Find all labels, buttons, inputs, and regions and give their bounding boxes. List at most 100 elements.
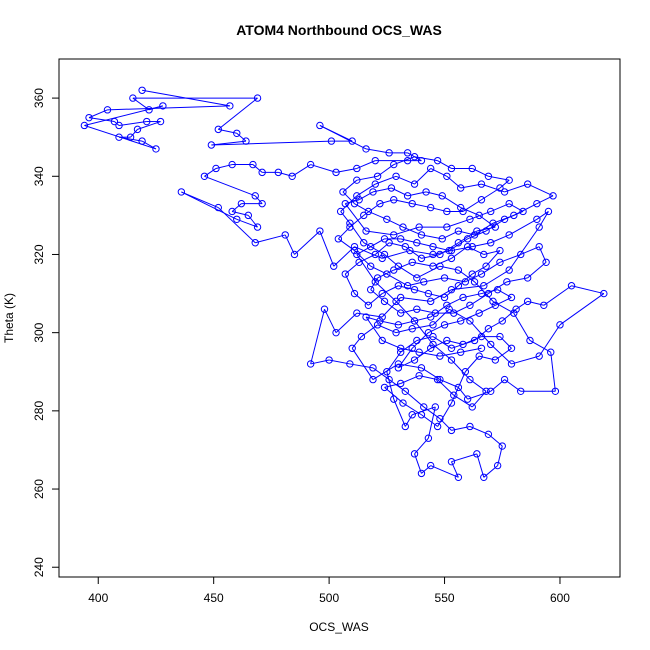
- data-point: [408, 344, 416, 352]
- data-point: [447, 164, 456, 173]
- data-point: [457, 348, 465, 356]
- data-point: [473, 450, 481, 458]
- data-point: [447, 426, 456, 435]
- data-point: [364, 207, 373, 216]
- data-point: [450, 309, 458, 317]
- data-point: [489, 219, 497, 227]
- data-point: [422, 188, 430, 196]
- series-line-segment: [432, 344, 452, 361]
- data-point: [390, 231, 398, 239]
- series-line-segment: [319, 230, 335, 267]
- data-point: [410, 285, 419, 294]
- data-point: [477, 344, 486, 352]
- data-point: [251, 239, 259, 247]
- data-point: [396, 293, 405, 302]
- data-point: [496, 332, 504, 341]
- data-point: [353, 176, 361, 184]
- data-point: [475, 352, 483, 360]
- series-line-segment: [310, 164, 337, 173]
- data-point: [355, 258, 363, 266]
- data-point: [535, 352, 543, 360]
- series-line-segment: [430, 289, 452, 302]
- data-point: [466, 375, 474, 384]
- data-point: [346, 223, 354, 231]
- data-point: [447, 344, 456, 352]
- data-point: [436, 352, 444, 360]
- y-tick-label: 300: [32, 322, 46, 342]
- data-point: [320, 305, 329, 313]
- data-point: [390, 395, 398, 403]
- data-point: [459, 207, 467, 216]
- data-point: [346, 360, 354, 368]
- series-line-segment: [515, 300, 528, 310]
- series-line-segment: [384, 387, 404, 404]
- series-line-segment: [365, 230, 394, 236]
- series-line-segment: [84, 124, 157, 150]
- series-line-segment: [324, 308, 337, 333]
- data-point: [360, 239, 368, 247]
- data-point: [346, 219, 354, 227]
- series-line-segment: [247, 215, 258, 228]
- data-point: [461, 368, 470, 376]
- series-line-segment: [395, 301, 415, 322]
- data-point: [392, 328, 400, 337]
- data-point: [403, 156, 412, 165]
- data-point: [498, 317, 506, 325]
- data-point: [362, 145, 370, 153]
- data-point: [477, 180, 486, 188]
- series-line-segment: [446, 297, 464, 306]
- data-point: [426, 344, 435, 352]
- series-line-segment: [499, 179, 510, 189]
- data-point: [498, 442, 506, 450]
- data-point: [373, 172, 382, 180]
- data-point: [487, 239, 495, 247]
- data-point: [415, 223, 423, 231]
- series-line-segment: [356, 312, 383, 318]
- series-line-segment: [409, 250, 434, 255]
- series-line-segment: [442, 230, 459, 240]
- data-point: [339, 188, 347, 196]
- data-point: [417, 411, 426, 419]
- series-line-segment: [451, 371, 466, 404]
- series-line-segment: [254, 195, 263, 204]
- data-point: [512, 305, 520, 313]
- series-line-segment: [529, 340, 551, 353]
- data-point: [500, 215, 509, 223]
- data-point: [463, 395, 472, 403]
- data-point: [551, 387, 560, 396]
- data-point: [410, 153, 419, 161]
- series-line-segment: [370, 265, 388, 275]
- series-line-segment: [381, 285, 399, 295]
- data-point: [394, 262, 403, 270]
- y-tick-label: 360: [32, 88, 46, 108]
- x-tick-label: 400: [88, 591, 108, 605]
- data-point: [443, 336, 451, 345]
- data-point: [316, 121, 324, 130]
- series-line-segment: [437, 379, 455, 396]
- data-point: [357, 332, 366, 341]
- data-point: [436, 250, 444, 259]
- data-point: [482, 227, 490, 235]
- data-point: [369, 364, 377, 372]
- y-tick-label: 340: [32, 166, 46, 186]
- data-point: [383, 270, 391, 278]
- data-point: [133, 125, 142, 134]
- series-line-segment: [421, 465, 432, 474]
- data-point: [429, 242, 437, 251]
- data-point: [454, 473, 463, 482]
- series-line-segment: [414, 320, 434, 345]
- data-point: [330, 262, 338, 270]
- data-point: [274, 168, 283, 177]
- data-point: [406, 246, 414, 255]
- data-point: [447, 285, 456, 294]
- series-line-segment: [370, 277, 379, 290]
- data-point: [364, 301, 373, 309]
- series-line-segment: [458, 387, 469, 400]
- series-line-segment: [437, 160, 452, 169]
- data-point: [454, 282, 463, 290]
- data-point: [477, 332, 486, 341]
- data-point: [214, 203, 222, 212]
- data-point: [431, 309, 440, 317]
- series-line-segment: [278, 171, 293, 177]
- data-point: [350, 289, 359, 298]
